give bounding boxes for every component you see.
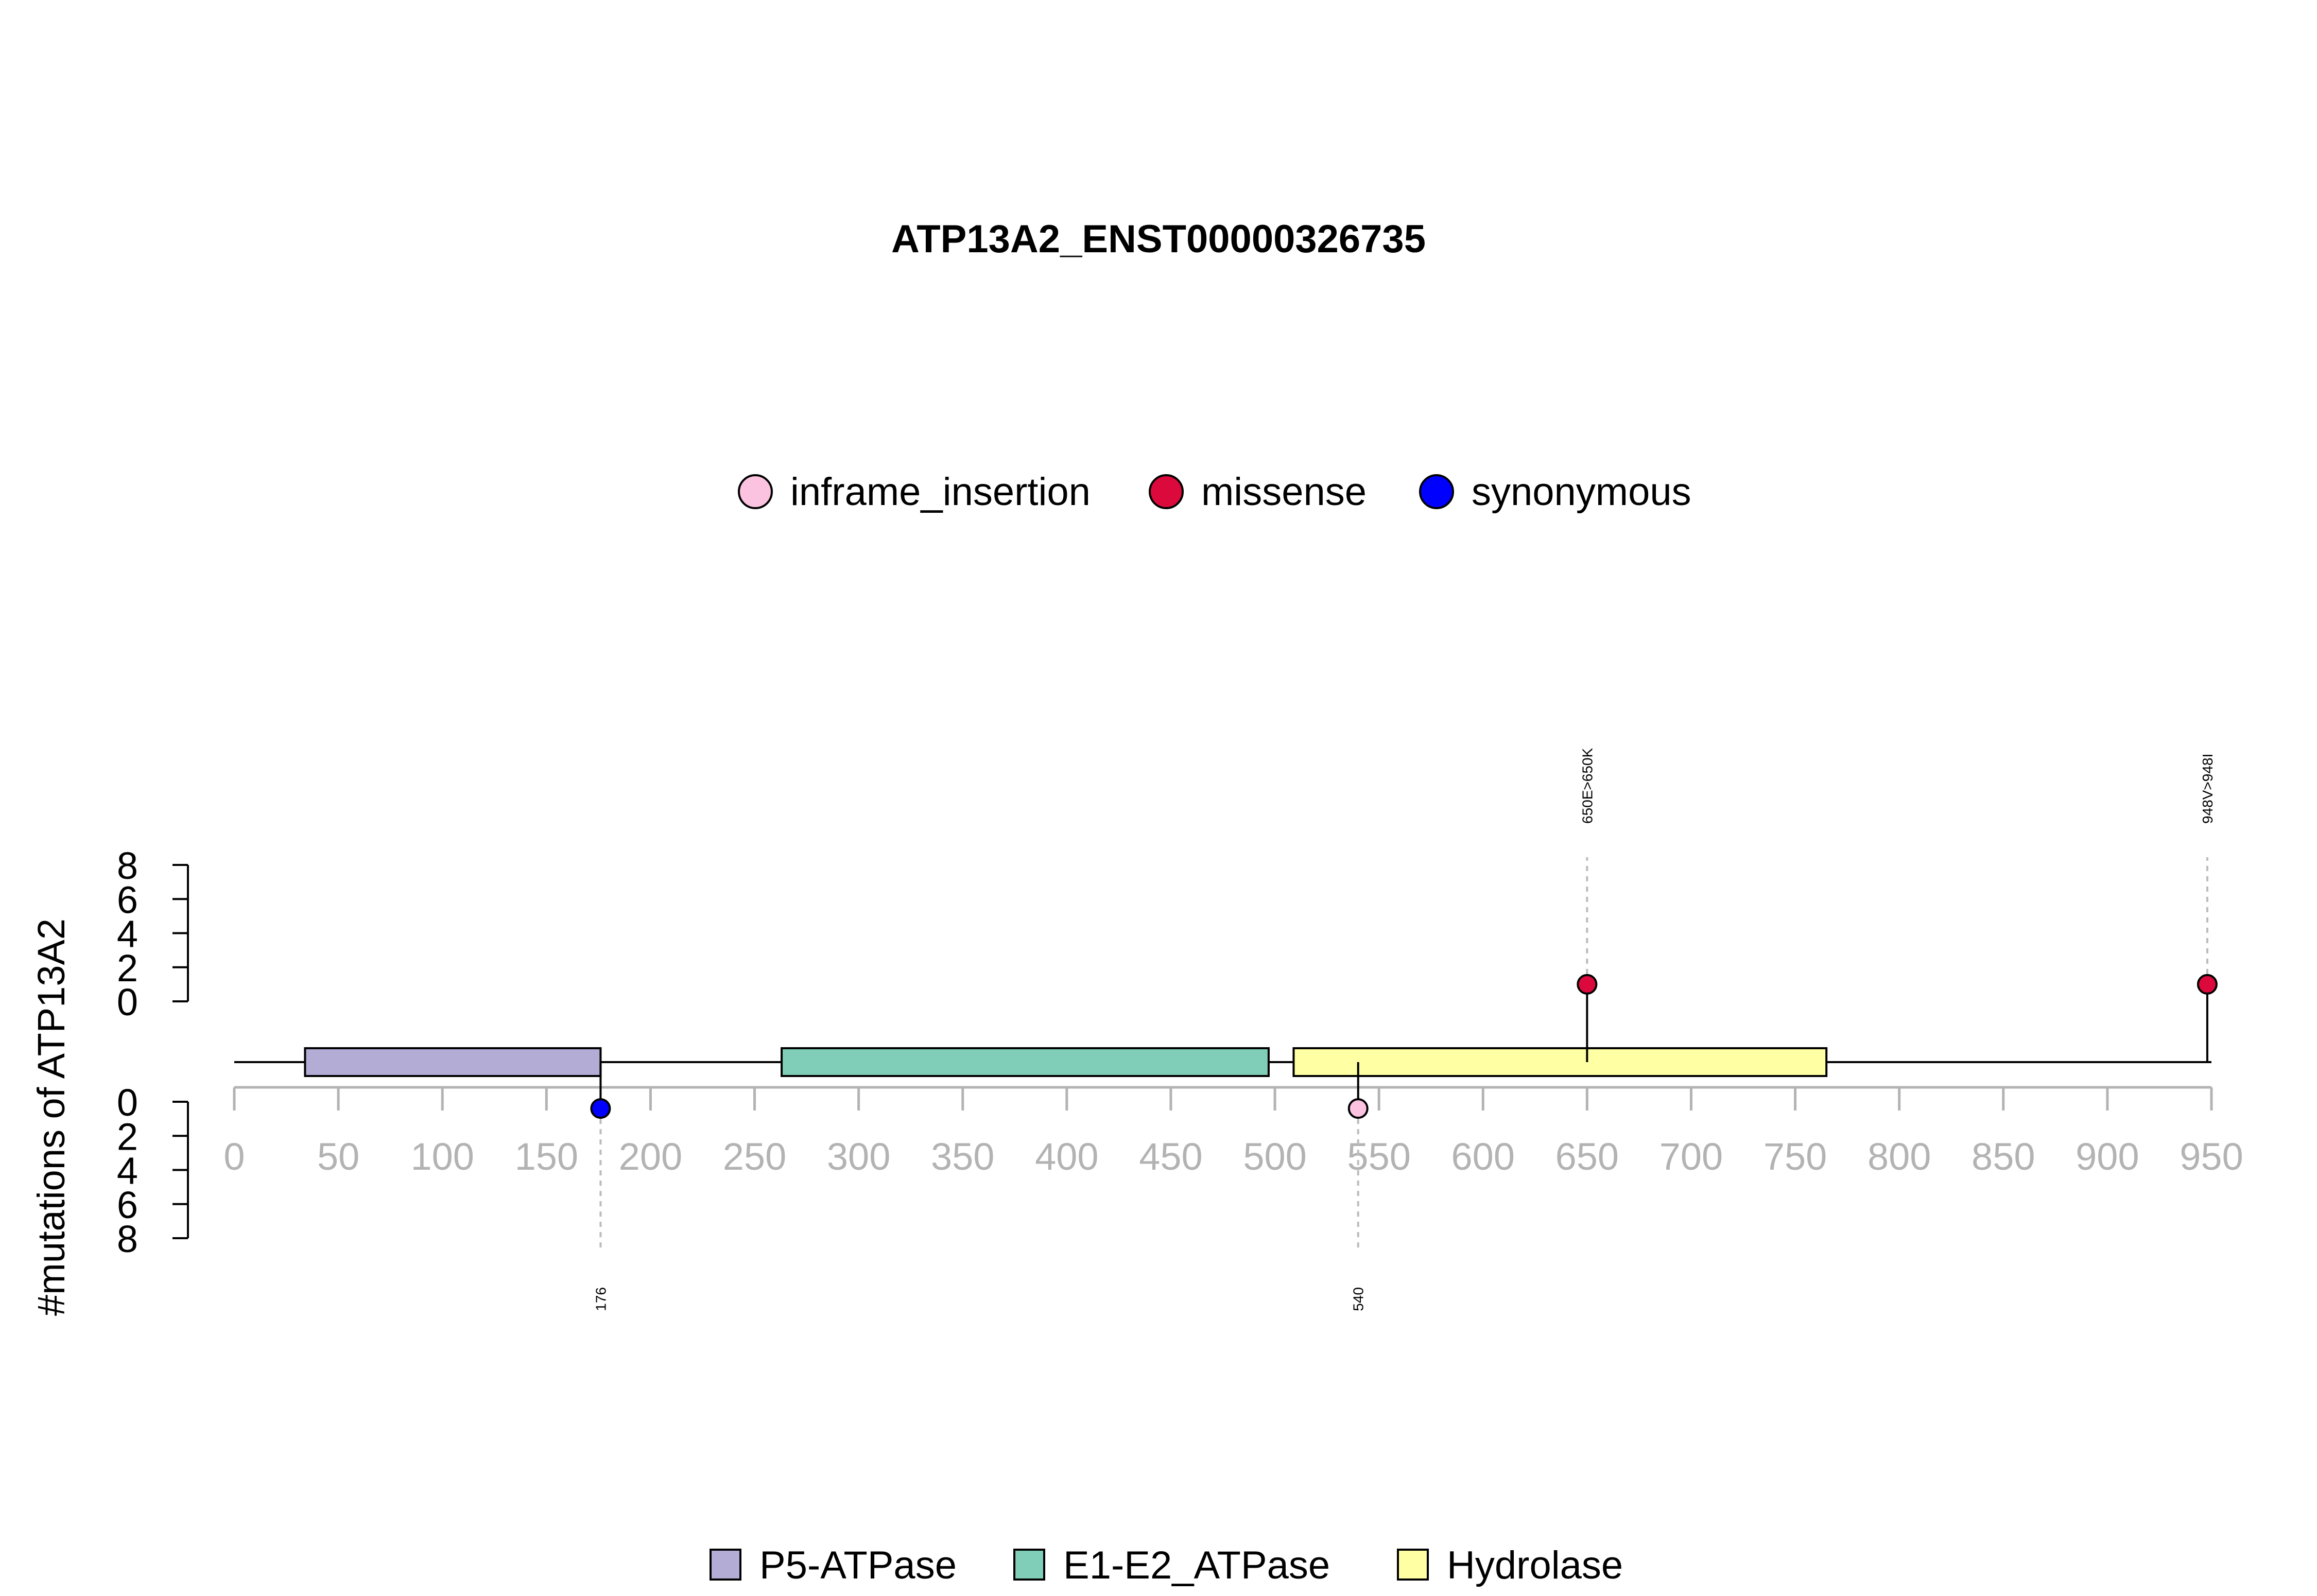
x-tick-label: 150 bbox=[515, 1135, 578, 1178]
domain-legend-swatch bbox=[1013, 1549, 1045, 1581]
y-tick-label-top: 0 bbox=[117, 981, 138, 1023]
mutation-legend-swatch bbox=[738, 474, 773, 509]
mutation-legend-swatch bbox=[1419, 474, 1454, 509]
x-tick-label: 0 bbox=[223, 1135, 245, 1178]
y-tick-label-bottom: 8 bbox=[117, 1218, 138, 1260]
x-tick-label: 850 bbox=[1972, 1135, 2035, 1178]
x-tick-label: 250 bbox=[723, 1135, 786, 1178]
y-tick-label-top: 4 bbox=[117, 913, 138, 956]
x-tick-label: 200 bbox=[619, 1135, 682, 1178]
x-tick-label: 500 bbox=[1243, 1135, 1306, 1178]
chart-title: ATP13A2_ENST00000326735 bbox=[891, 217, 1426, 261]
domain-legend-label: E1-E2_ATPase bbox=[1063, 1543, 1330, 1587]
y-tick-label-bottom: 4 bbox=[117, 1150, 138, 1192]
domain-legend-label: P5-ATPase bbox=[759, 1543, 957, 1587]
lollipop-head bbox=[2197, 974, 2218, 995]
protein-backbone-group bbox=[234, 1047, 2211, 1077]
lollipop-head bbox=[590, 1098, 611, 1119]
x-tick-label: 600 bbox=[1451, 1135, 1515, 1178]
mutation-label: 540 bbox=[1351, 1287, 1367, 1311]
x-tick-label: 800 bbox=[1868, 1135, 1931, 1178]
x-tick-label: 550 bbox=[1347, 1135, 1410, 1178]
mutation-legend: inframe_insertion missense synonymous bbox=[738, 470, 1691, 514]
mutation-legend-swatch bbox=[1149, 474, 1184, 509]
mutation-legend-label: synonymous bbox=[1472, 470, 1691, 514]
x-tick-label: 300 bbox=[827, 1135, 890, 1178]
mutation-label: 650E>650K bbox=[1579, 748, 1595, 824]
x-tick-label: 700 bbox=[1659, 1135, 1723, 1178]
lollipop-head bbox=[1577, 974, 1598, 995]
mutation-legend-label: missense bbox=[1201, 470, 1367, 514]
y-tick-label-top: 8 bbox=[117, 844, 138, 887]
x-tick-label: 450 bbox=[1139, 1135, 1202, 1178]
lollipops-group: 176 540 650E>650K 948V>948I bbox=[590, 748, 2218, 1311]
y-tick-label-top: 6 bbox=[117, 878, 138, 921]
domain-rect bbox=[304, 1047, 602, 1077]
lollipop-head bbox=[1347, 1098, 1369, 1119]
x-tick-label: 900 bbox=[2076, 1135, 2139, 1178]
x-tick-label: 950 bbox=[2180, 1135, 2243, 1178]
domain-legend-swatch bbox=[710, 1549, 741, 1581]
domain-legend-swatch bbox=[1397, 1549, 1429, 1581]
mutation-legend-label: inframe_insertion bbox=[790, 470, 1091, 514]
y-tick-label-bottom: 0 bbox=[117, 1081, 138, 1124]
y-tick-label-top: 2 bbox=[117, 947, 138, 990]
y-tick-label-bottom: 6 bbox=[117, 1184, 138, 1226]
mutation-label: 948V>948I bbox=[2200, 754, 2216, 824]
x-tick-label: 100 bbox=[410, 1135, 474, 1178]
x-tick-label: 650 bbox=[1555, 1135, 1619, 1178]
domain-legend: P5-ATPase E1-E2_ATPase Hydrolase bbox=[710, 1543, 1623, 1587]
domain-rect bbox=[1292, 1047, 1828, 1077]
domain-legend-label: Hydrolase bbox=[1447, 1543, 1623, 1587]
x-tick-label: 400 bbox=[1035, 1135, 1098, 1178]
x-tick-label: 50 bbox=[317, 1135, 359, 1178]
y-axis-title: #mutations of ATP13A2 bbox=[30, 918, 73, 1316]
domain-rect bbox=[781, 1047, 1270, 1077]
x-tick-label: 750 bbox=[1763, 1135, 1827, 1178]
x-tick-label: 350 bbox=[931, 1135, 994, 1178]
mutation-label: 176 bbox=[593, 1287, 609, 1311]
y-tick-label-bottom: 2 bbox=[117, 1115, 138, 1158]
